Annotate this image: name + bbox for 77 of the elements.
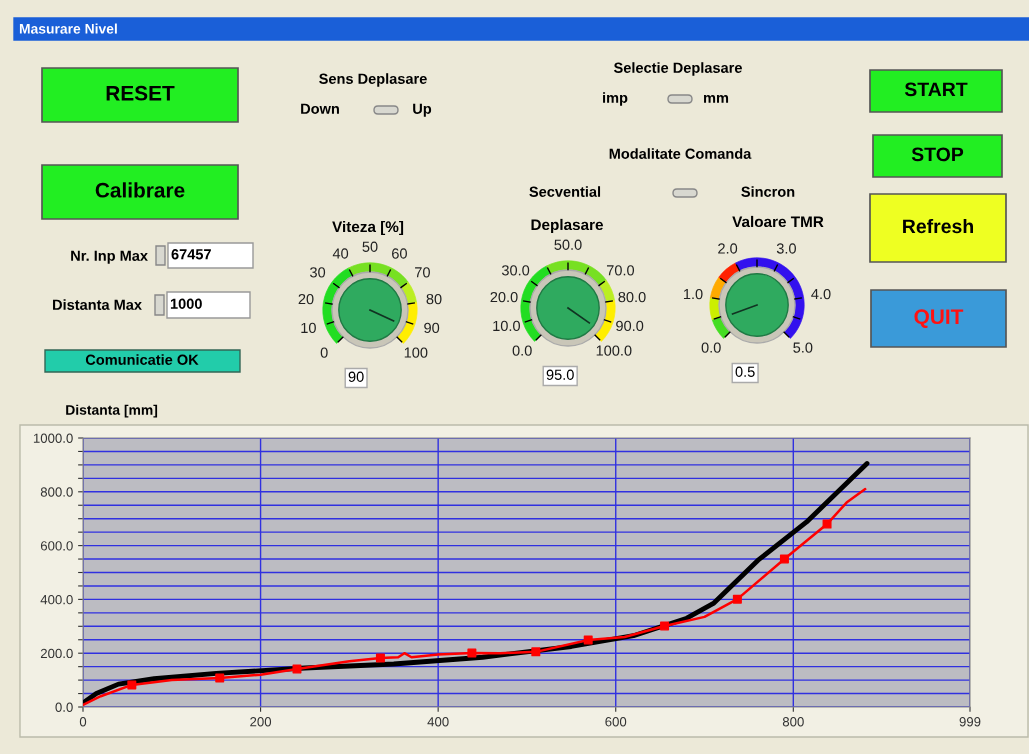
text: Up bbox=[413, 103, 432, 117]
x-tick-label: 999 bbox=[959, 717, 981, 727]
text: Sincron bbox=[741, 186, 795, 197]
x-tick-label: 400 bbox=[427, 717, 449, 727]
text: 10 bbox=[301, 322, 316, 334]
y-tick-label: 200.0 bbox=[40, 648, 73, 659]
text: 3.0 bbox=[776, 243, 796, 254]
text: Viteza [%] bbox=[332, 220, 404, 236]
text: 0.0 bbox=[701, 342, 721, 353]
text: 20.0 bbox=[490, 291, 518, 303]
text: 1.0 bbox=[683, 288, 703, 300]
text: Modalitate Comanda bbox=[609, 148, 752, 159]
text: 90.0 bbox=[616, 320, 644, 332]
text: 90 bbox=[348, 371, 364, 382]
text: 90 bbox=[424, 322, 440, 334]
text: Deplasare bbox=[531, 218, 603, 234]
text: START bbox=[904, 82, 968, 97]
point bbox=[732, 594, 742, 604]
text: Valoare TMR bbox=[732, 215, 824, 228]
text: 5.0 bbox=[793, 342, 813, 353]
point bbox=[127, 680, 137, 690]
y-axis-title: Distanta [mm] bbox=[66, 404, 158, 418]
point bbox=[292, 664, 302, 674]
x-tick-label: 0 bbox=[79, 717, 87, 727]
y-tick-label: 0.0 bbox=[55, 702, 73, 712]
point bbox=[822, 519, 832, 529]
text: mm bbox=[703, 94, 729, 103]
text: 4.0 bbox=[811, 288, 831, 300]
text: 0.5 bbox=[735, 366, 755, 377]
text: 0.0 bbox=[512, 345, 532, 356]
text: 50 bbox=[362, 241, 378, 252]
point bbox=[583, 635, 593, 645]
text: Sens Deplasare bbox=[319, 73, 427, 87]
point bbox=[779, 554, 789, 564]
text: RESET bbox=[106, 85, 175, 101]
x-tick-label: 600 bbox=[605, 717, 627, 727]
text: Masurare Nivel bbox=[19, 23, 117, 34]
text: 70.0 bbox=[606, 265, 635, 276]
y-tick-label: 800.0 bbox=[40, 487, 73, 497]
text: 80 bbox=[426, 293, 442, 305]
y-tick-label: 1000.0 bbox=[33, 433, 73, 443]
text: 30 bbox=[310, 267, 326, 278]
text: STOP bbox=[911, 147, 964, 162]
text: Refresh bbox=[903, 218, 973, 234]
text: 100 bbox=[404, 347, 428, 358]
text: Secvential bbox=[529, 186, 601, 197]
text: 10.0 bbox=[493, 320, 520, 332]
text: 40 bbox=[332, 248, 349, 259]
point bbox=[531, 647, 541, 657]
x-tick-label: 800 bbox=[782, 717, 804, 727]
text: Calibrare bbox=[95, 182, 185, 198]
text: Nr. Inp Max bbox=[71, 250, 148, 264]
text: Selectie Deplasare bbox=[613, 62, 742, 76]
text: QUIT bbox=[914, 309, 964, 328]
x-tick-label: 200 bbox=[250, 717, 272, 727]
text: 30.0 bbox=[501, 265, 530, 276]
text: 80.0 bbox=[618, 291, 646, 303]
y-tick-label: 600.0 bbox=[40, 541, 73, 551]
text: Distanta Max bbox=[53, 299, 142, 310]
text: 20 bbox=[298, 293, 314, 305]
point bbox=[375, 653, 385, 663]
text: 0 bbox=[320, 347, 328, 358]
point bbox=[215, 673, 225, 683]
y-tick-label: 400.0 bbox=[40, 594, 73, 605]
text: 1000 bbox=[170, 298, 202, 309]
text: 70 bbox=[415, 267, 430, 278]
point bbox=[660, 621, 670, 631]
point bbox=[467, 648, 477, 658]
text: Comunicatie OK bbox=[85, 354, 199, 365]
text: 67457 bbox=[171, 249, 211, 260]
text: 95.0 bbox=[546, 369, 574, 380]
text: 60 bbox=[392, 248, 407, 259]
text: 50.0 bbox=[554, 239, 582, 250]
text: Down bbox=[301, 103, 339, 114]
text: 100.0 bbox=[596, 345, 632, 356]
text: 2.0 bbox=[718, 243, 738, 254]
text: imp bbox=[603, 92, 628, 106]
